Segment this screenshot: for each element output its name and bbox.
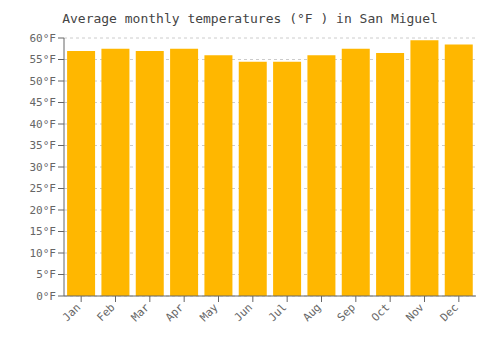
svg-text:Feb: Feb [94,301,117,324]
svg-text:25°F: 25°F [30,182,57,195]
svg-text:Dec: Dec [438,301,461,324]
svg-text:35°F: 35°F [30,139,57,152]
svg-text:Mar: Mar [129,301,153,325]
svg-text:55°F: 55°F [30,53,57,66]
svg-text:Jul: Jul [266,301,289,324]
svg-text:May: May [197,301,221,325]
svg-text:20°F: 20°F [30,204,57,217]
svg-text:60°F: 60°F [30,32,57,45]
svg-text:40°F: 40°F [30,118,57,131]
svg-text:15°F: 15°F [30,225,57,238]
svg-text:30°F: 30°F [30,161,57,174]
svg-text:Nov: Nov [403,301,427,325]
svg-text:50°F: 50°F [30,75,57,88]
svg-text:45°F: 45°F [30,96,57,109]
svg-text:Oct: Oct [369,301,392,324]
svg-text:Jan: Jan [60,301,83,324]
svg-text:10°F: 10°F [30,247,57,260]
svg-text:Apr: Apr [163,301,187,325]
svg-text:Aug: Aug [300,301,323,324]
svg-text:5°F: 5°F [36,268,56,281]
html-text:Average monthly temperatures (: Average monthly temperatures (°F ) in Sa… [62,11,438,26]
svg-text:0°F: 0°F [36,290,56,303]
svg-text:Jun: Jun [232,301,255,324]
svg-text:Sep: Sep [335,301,358,324]
